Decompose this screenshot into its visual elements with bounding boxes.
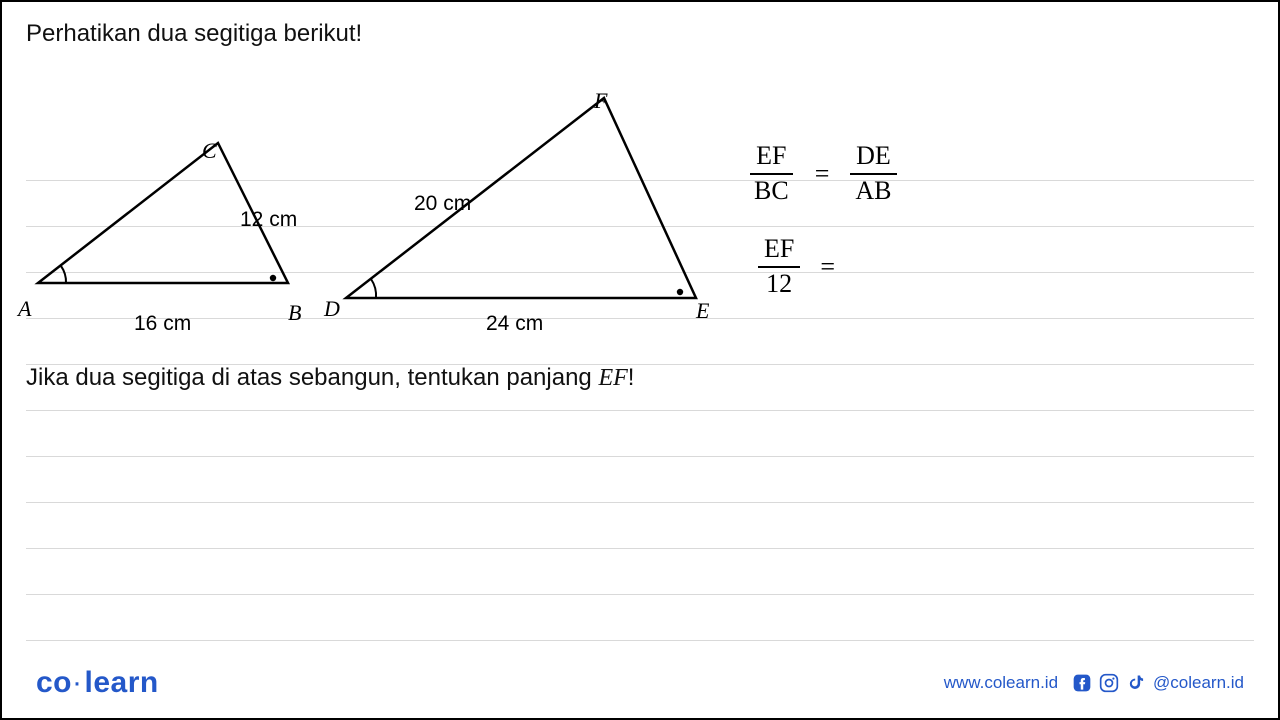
social-handle[interactable]: @colearn.id (1153, 673, 1244, 693)
question-text: Jika dua segitiga di atas sebangun, tent… (26, 364, 1254, 392)
page: Perhatikan dua segitiga berikut! A B C 1… (0, 0, 1280, 720)
hw-den: AB (849, 175, 897, 206)
hw-num: DE (850, 142, 897, 175)
instagram-icon[interactable] (1099, 673, 1119, 693)
question-prefix: Jika dua segitiga di atas sebangun, tent… (26, 364, 598, 391)
tiktok-icon[interactable] (1126, 673, 1146, 693)
handwritten-work: EF BC = DE AB EF 12 = (708, 142, 1248, 328)
vertex-b-label: B (288, 300, 301, 326)
vertex-d-label: D (324, 296, 340, 322)
side-bc-label: 12 cm (240, 208, 297, 232)
hw-line-2: EF 12 = (708, 235, 1248, 298)
vertex-f-label: F (594, 88, 607, 114)
vertex-a-label: A (18, 296, 31, 322)
logo-learn: learn (85, 666, 159, 699)
hw-den: BC (748, 175, 795, 206)
side-df-label: 20 cm (414, 192, 471, 216)
hw-line-1: EF BC = DE AB (708, 142, 1248, 205)
fraction-ef-bc: EF BC (748, 142, 795, 205)
brand-logo: co·learn (36, 666, 159, 700)
footer-url[interactable]: www.colearn.id (944, 673, 1058, 693)
footer-right: www.colearn.id @colearn.id (944, 673, 1244, 693)
hw-num: EF (750, 142, 792, 175)
equals-sign: = (811, 159, 834, 189)
side-ab-label: 16 cm (134, 312, 191, 336)
question-variable: EF (598, 365, 627, 391)
hw-den: 12 (760, 268, 798, 299)
fraction-ef-12: EF 12 (758, 235, 800, 298)
footer: co·learn www.colearn.id @colearn.id (2, 666, 1278, 700)
social-icons: @colearn.id (1072, 673, 1244, 693)
vertex-c-label: C (202, 138, 217, 164)
fraction-de-ab: DE AB (849, 142, 897, 205)
logo-co: co (36, 666, 72, 699)
hw-num: EF (758, 235, 800, 268)
side-de-label: 24 cm (486, 312, 543, 336)
equals-sign: = (816, 252, 839, 282)
question-suffix: ! (628, 364, 635, 391)
logo-dot: · (72, 666, 83, 699)
triangle-def (326, 88, 726, 328)
problem-title: Perhatikan dua segitiga berikut! (26, 20, 1254, 48)
facebook-icon[interactable] (1072, 673, 1092, 693)
